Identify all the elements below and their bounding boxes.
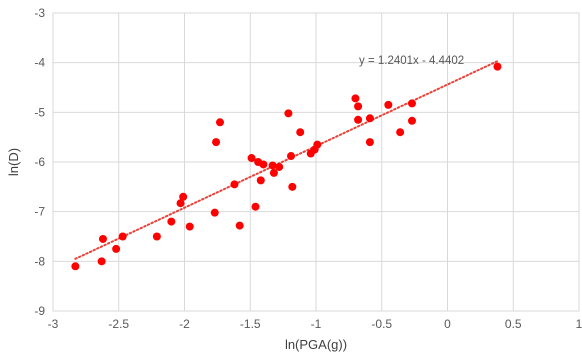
data-point xyxy=(313,140,322,149)
y-tick-labels: -9 -8 -7 -6 -5 -4 -3 xyxy=(34,6,45,318)
x-tick-label: 0 xyxy=(444,317,451,331)
data-point xyxy=(365,114,374,123)
data-point xyxy=(256,176,265,185)
data-point xyxy=(284,109,293,118)
y-tick-label: -8 xyxy=(34,254,45,268)
y-axis-title: ln(D) xyxy=(6,148,21,176)
y-tick-label: -5 xyxy=(34,105,45,119)
x-tick-label: -3 xyxy=(48,317,59,331)
data-point xyxy=(384,100,393,109)
data-point xyxy=(288,182,297,191)
data-point xyxy=(259,160,268,169)
data-point xyxy=(354,115,363,124)
data-point xyxy=(235,221,244,230)
x-tick-label: -2 xyxy=(179,317,190,331)
data-point xyxy=(407,116,416,125)
data-point xyxy=(275,162,284,171)
gridlines xyxy=(53,13,579,311)
data-point xyxy=(167,217,176,226)
data-point xyxy=(287,152,296,161)
data-point xyxy=(351,94,360,103)
data-point xyxy=(396,128,405,137)
x-axis-title: ln(PGA(g)) xyxy=(285,337,347,352)
x-tick-label: -0.5 xyxy=(371,317,392,331)
y-tick-label: -7 xyxy=(34,205,45,219)
data-point xyxy=(354,102,363,111)
x-tick-label: -1 xyxy=(311,317,322,331)
trendline xyxy=(74,60,499,260)
data-point xyxy=(185,222,194,231)
data-point xyxy=(493,62,502,71)
data-point xyxy=(176,199,185,208)
data-point xyxy=(268,161,277,170)
data-point xyxy=(212,138,221,147)
data-point xyxy=(296,128,305,137)
y-tick-label: -9 xyxy=(34,304,45,318)
data-point xyxy=(365,138,374,147)
data-point xyxy=(71,262,80,271)
data-point xyxy=(407,99,416,108)
x-tick-label: -1.5 xyxy=(240,317,261,331)
y-tick-label: -4 xyxy=(34,56,45,70)
data-point xyxy=(210,208,219,217)
data-point xyxy=(251,202,260,211)
x-tick-label: 0.5 xyxy=(505,317,522,331)
data-point xyxy=(247,154,256,163)
y-tick-label: -6 xyxy=(34,155,45,169)
trendline-equation: y = 1.2401x - 4.4402 xyxy=(359,55,464,67)
x-tick-label: 1 xyxy=(576,317,582,331)
trendline-group xyxy=(74,60,499,260)
data-point xyxy=(152,232,161,241)
y-tick-label: -3 xyxy=(34,6,45,20)
data-point xyxy=(230,180,239,189)
data-point xyxy=(112,244,121,253)
x-tick-label: -2.5 xyxy=(108,317,129,331)
data-point xyxy=(269,168,278,177)
data-point xyxy=(98,234,107,243)
data-point xyxy=(216,118,225,127)
data-point xyxy=(97,257,106,266)
data-point xyxy=(118,232,127,241)
data-point xyxy=(179,192,188,201)
x-tick-labels: -3 -2.5 -2 -1.5 -1 -0.5 0 0.5 1 xyxy=(48,317,582,331)
data-points xyxy=(71,62,502,271)
